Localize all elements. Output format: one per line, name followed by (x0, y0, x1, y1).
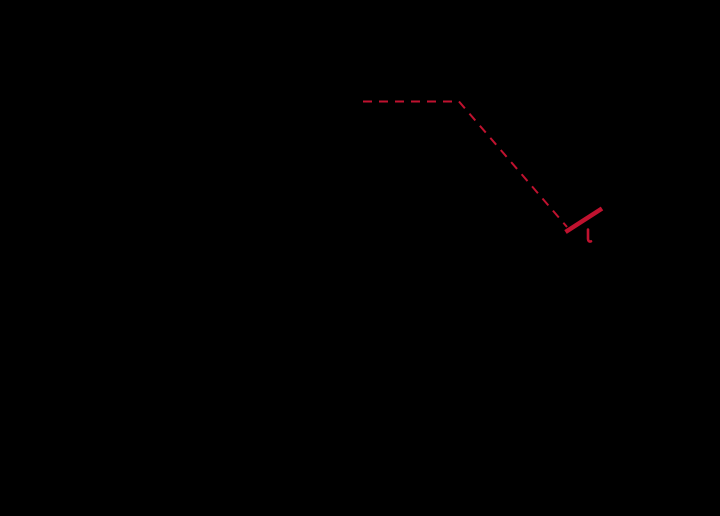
drag-stroke-mark (564, 206, 604, 234)
text-cursor-tick-mark (586, 228, 593, 243)
mouse-trajectory-dashed-line (363, 100, 568, 228)
